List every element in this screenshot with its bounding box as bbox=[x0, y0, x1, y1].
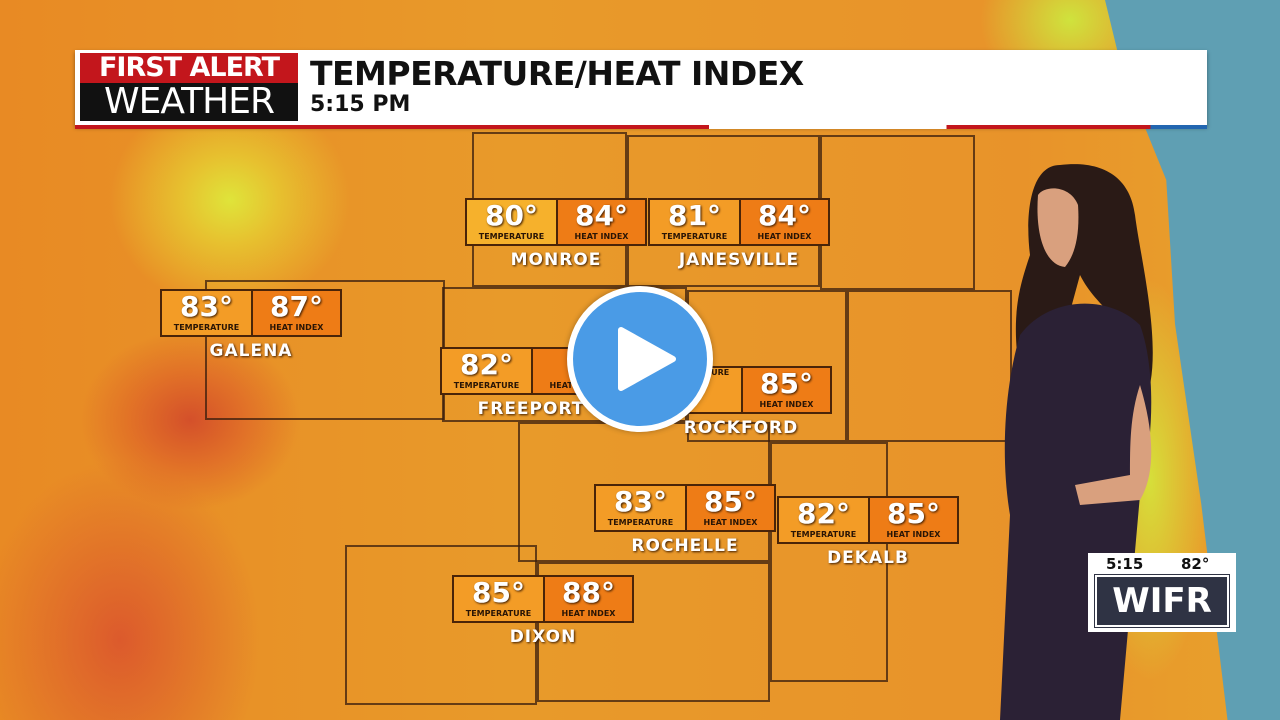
heat-index-box: 84° HEAT INDEX bbox=[739, 200, 828, 244]
heat-index-label: HEAT INDEX bbox=[886, 530, 941, 539]
temperature-box: 85° TEMPERATURE bbox=[454, 577, 543, 621]
temperature-box: 80° TEMPERATURE bbox=[467, 200, 556, 244]
temperature-value: 83° bbox=[180, 290, 233, 323]
bug-time: 5:15 bbox=[1106, 555, 1144, 573]
temperature-label: TEMPERATURE bbox=[607, 518, 674, 527]
heat-index-box: 85° HEAT INDEX bbox=[685, 486, 774, 530]
heat-index-box: 85° HEAT INDEX bbox=[741, 368, 830, 412]
temperature-label: TEMPERATURE bbox=[173, 323, 240, 332]
heat-index-value: 84° bbox=[758, 199, 811, 232]
temperature-label: TEMPERATURE bbox=[790, 530, 857, 539]
heat-index-label: HEAT INDEX bbox=[561, 609, 616, 618]
temperature-box: 83° TEMPERATURE bbox=[596, 486, 685, 530]
weather-logo: WEATHER bbox=[80, 83, 298, 121]
heat-index-box: 88° HEAT INDEX bbox=[543, 577, 632, 621]
heat-index-label: HEAT INDEX bbox=[757, 232, 812, 241]
heat-index-label: HEAT INDEX bbox=[703, 518, 758, 527]
city-name: JANESVILLE bbox=[678, 250, 800, 270]
temperature-value: 81° bbox=[668, 199, 721, 232]
temperature-value: 83° bbox=[614, 485, 667, 518]
city-name: DEKALB bbox=[827, 548, 909, 568]
heat-index-value: 84° bbox=[575, 199, 628, 232]
title-banner: FIRST ALERT WEATHER TEMPERATURE/HEAT IND… bbox=[75, 50, 1207, 129]
heat-index-value: 85° bbox=[760, 367, 813, 400]
reading-boxes: 80° TEMPERATURE 84° HEAT INDEX bbox=[465, 198, 647, 246]
county-border bbox=[820, 135, 975, 290]
city-monroe: 80° TEMPERATURE 84° HEAT INDEX MONROE bbox=[465, 198, 647, 270]
county-border bbox=[537, 562, 770, 702]
meteorologist bbox=[1000, 164, 1153, 720]
city-name: GALENA bbox=[209, 341, 293, 361]
play-icon bbox=[618, 327, 676, 391]
temperature-box: 82° TEMPERATURE bbox=[779, 498, 868, 542]
temperature-value: 85° bbox=[472, 576, 525, 609]
reading-boxes: 83° TEMPERATURE 85° HEAT INDEX bbox=[594, 484, 776, 532]
heat-index-value: 87° bbox=[270, 290, 323, 323]
heat-index-value: 85° bbox=[704, 485, 757, 518]
reading-boxes: 85° TEMPERATURE 88° HEAT INDEX bbox=[452, 575, 634, 623]
city-dekalb: 82° TEMPERATURE 85° HEAT INDEX DEKALB bbox=[777, 496, 959, 568]
play-button[interactable] bbox=[567, 286, 713, 432]
heat-index-label: HEAT INDEX bbox=[759, 400, 814, 409]
temperature-label: TEMPERATURE bbox=[478, 232, 545, 241]
temperature-value: 80° bbox=[485, 199, 538, 232]
heat-index-value: 88° bbox=[562, 576, 615, 609]
county-border bbox=[847, 290, 1012, 442]
temperature-box: 82° TEMPERATURE bbox=[442, 349, 531, 393]
bug-temperature: 82° bbox=[1181, 555, 1210, 573]
wifr-logo: WIFR bbox=[1094, 574, 1230, 628]
heat-index-label: HEAT INDEX bbox=[269, 323, 324, 332]
heat-index-box: 85° HEAT INDEX bbox=[868, 498, 957, 542]
reading-boxes: 83° TEMPERATURE 87° HEAT INDEX bbox=[160, 289, 342, 337]
heat-index-value: 85° bbox=[887, 497, 940, 530]
city-name: DIXON bbox=[509, 627, 577, 647]
heat-index-box: 84° HEAT INDEX bbox=[556, 200, 645, 244]
city-janesville: 81° TEMPERATURE 84° HEAT INDEX JANESVILLE bbox=[648, 198, 830, 270]
banner-underline bbox=[75, 125, 1207, 129]
city-name: ROCKFORD bbox=[683, 418, 799, 438]
station-bug: 5:15 82° WIFR bbox=[1088, 553, 1236, 632]
city-rochelle: 83° TEMPERATURE 85° HEAT INDEX ROCHELLE bbox=[594, 484, 776, 556]
temperature-value: 82° bbox=[460, 348, 513, 381]
county-border bbox=[345, 545, 537, 705]
reading-boxes: 81° TEMPERATURE 84° HEAT INDEX bbox=[648, 198, 830, 246]
city-galena: 83° TEMPERATURE 87° HEAT INDEX GALENA bbox=[160, 289, 342, 361]
reading-boxes: 82° TEMPERATURE 85° HEAT INDEX bbox=[777, 496, 959, 544]
first-alert-logo: FIRST ALERT bbox=[80, 53, 298, 83]
city-name: MONROE bbox=[510, 250, 602, 270]
temperature-label: TEMPERATURE bbox=[465, 609, 532, 618]
heat-index-box: 87° HEAT INDEX bbox=[251, 291, 340, 335]
forecast-time: 5:15 PM bbox=[310, 92, 411, 117]
temperature-value: 82° bbox=[797, 497, 850, 530]
temperature-box: 81° TEMPERATURE bbox=[650, 200, 739, 244]
page-title: TEMPERATURE/HEAT INDEX bbox=[310, 54, 804, 93]
heat-index-label: HEAT INDEX bbox=[574, 232, 629, 241]
city-name: FREEPORT bbox=[477, 399, 585, 419]
city-dixon: 85° TEMPERATURE 88° HEAT INDEX DIXON bbox=[452, 575, 634, 647]
county-border bbox=[770, 442, 888, 682]
temperature-label: TEMPERATURE bbox=[661, 232, 728, 241]
temperature-label: TEMPERATURE bbox=[453, 381, 520, 390]
city-name: ROCHELLE bbox=[631, 536, 739, 556]
temperature-box: 83° TEMPERATURE bbox=[162, 291, 251, 335]
